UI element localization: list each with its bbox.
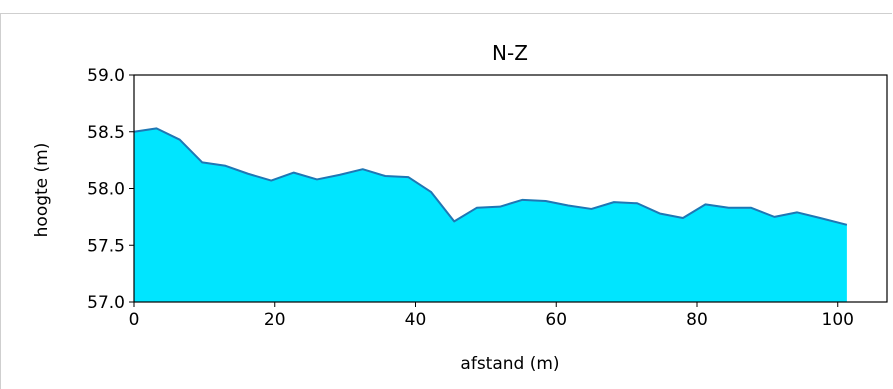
x-tick-label: 80 [686, 310, 708, 330]
y-tick-label: 57.5 [87, 236, 125, 256]
x-tick-label: 40 [405, 310, 427, 330]
y-tick-label: 58.5 [87, 123, 125, 143]
profile-area-fill [134, 128, 847, 302]
figure-frame [0, 13, 892, 389]
y-tick-label: 59.0 [87, 66, 125, 86]
y-axis: 57.0 57.5 58.0 58.5 59.0 [87, 66, 134, 313]
chart-title: N-Z [492, 41, 528, 65]
x-tick-label: 20 [264, 310, 286, 330]
plot-area [133, 127, 848, 302]
x-axis-label: afstand (m) [460, 354, 559, 374]
profile-line [133, 127, 848, 226]
x-axis: 0 20 40 60 80 100 [129, 302, 854, 330]
y-tick-label: 57.0 [87, 293, 125, 313]
x-tick-label: 60 [545, 310, 567, 330]
y-axis-label: hoogte (m) [32, 143, 52, 238]
y-tick-label: 58.0 [87, 180, 125, 200]
x-tick-label: 0 [129, 310, 140, 330]
x-tick-label: 100 [822, 310, 854, 330]
